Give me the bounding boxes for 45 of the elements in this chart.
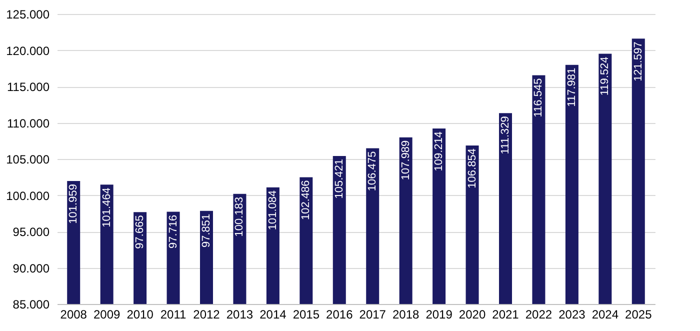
x-tick-label: 2014 <box>260 308 287 322</box>
x-tick-label: 2013 <box>226 308 254 322</box>
data-label: 116.545 <box>532 78 545 118</box>
y-tick-label: 115.000 <box>7 80 50 94</box>
data-label: 109.214 <box>433 131 446 172</box>
y-tick-label: 105.000 <box>6 152 50 166</box>
data-label: 121.597 <box>632 42 644 82</box>
y-tick-label: 110.000 <box>7 116 50 130</box>
x-tick-label: 2015 <box>292 308 320 322</box>
x-tick-label: 2018 <box>392 308 420 322</box>
y-tick-label: 95.000 <box>12 225 50 239</box>
x-tick-label: 2023 <box>558 308 586 322</box>
y-tick-label: 120.000 <box>6 44 50 58</box>
x-tick-label: 2019 <box>426 308 453 322</box>
data-label: 101.959 <box>68 184 80 224</box>
data-label: 106.475 <box>366 151 379 192</box>
data-label: 100.183 <box>234 196 246 237</box>
y-tick-label: 90.000 <box>12 261 50 276</box>
data-label: 97.851 <box>200 214 212 248</box>
x-tick-label: 2008 <box>60 308 88 322</box>
data-label: 105.421 <box>333 158 346 199</box>
y-tick-label: 100.000 <box>6 188 50 203</box>
data-label: 101.084 <box>266 190 279 230</box>
data-label: 106.854 <box>466 148 478 188</box>
x-tick-label: 2009 <box>93 308 121 322</box>
data-label: 117.981 <box>566 68 578 107</box>
data-label: 101.464 <box>100 188 113 228</box>
x-tick-label: 2011 <box>160 308 186 322</box>
y-tick-label: 125.000 <box>6 8 50 22</box>
data-label: 107.989 <box>400 140 412 180</box>
data-label: 119.524 <box>599 56 612 96</box>
data-label: 97.665 <box>134 215 146 249</box>
x-tick-label: 2024 <box>592 308 619 322</box>
x-tick-label: 2017 <box>359 308 386 322</box>
x-tick-label: 2022 <box>525 308 552 322</box>
x-tick-label: 2012 <box>193 308 220 322</box>
y-tick-label: 85.000 <box>12 298 50 312</box>
x-tick-label: 2025 <box>625 308 652 322</box>
data-label: 102.486 <box>300 180 312 220</box>
x-tick-label: 2021 <box>492 308 520 322</box>
data-label: 111.329 <box>500 116 512 154</box>
x-tick-label: 2010 <box>126 308 154 322</box>
x-tick-label: 2020 <box>458 308 486 322</box>
x-tick-label: 2016 <box>326 308 354 322</box>
data-label: 97.716 <box>167 214 180 248</box>
